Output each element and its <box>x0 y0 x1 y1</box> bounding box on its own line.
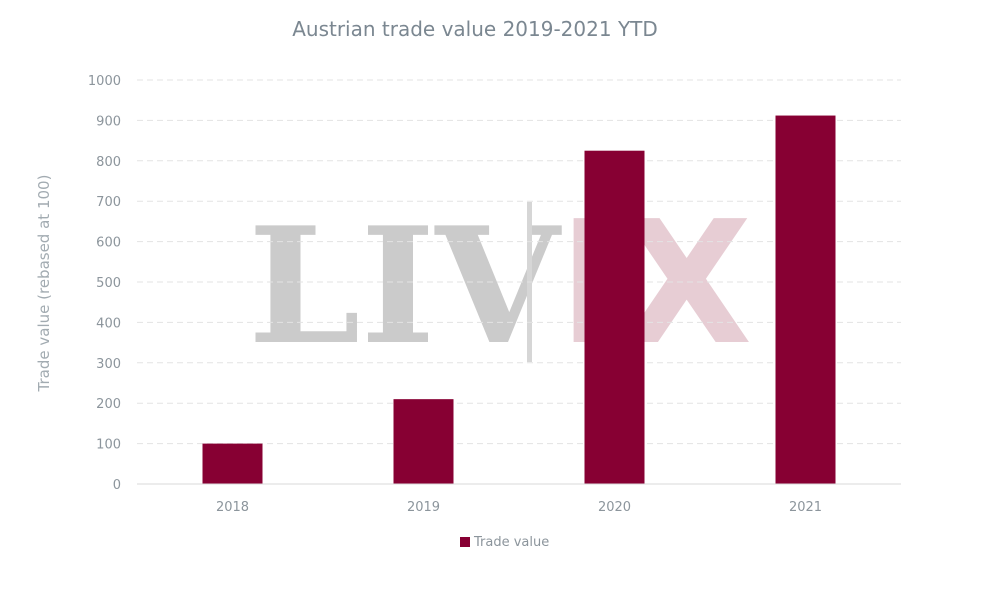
y-tick-label: 100 <box>96 438 121 453</box>
y-tick-label: 400 <box>96 316 121 331</box>
bar-2020[interactable] <box>584 150 645 484</box>
y-tick-label: 1000 <box>88 74 121 89</box>
y-axis-ticks: 0 100 200 300 400 500 600 700 800 900 1000 <box>88 74 121 493</box>
bar-2019[interactable] <box>393 399 454 484</box>
bars <box>202 115 836 484</box>
x-axis-ticks: 2018 2019 2020 2021 <box>216 500 822 515</box>
watermark-left-text: LIV <box>248 192 562 380</box>
y-tick-label: 900 <box>96 114 121 129</box>
legend[interactable]: Trade value <box>460 535 549 550</box>
y-tick-label: 800 <box>96 155 121 170</box>
y-tick-label: 200 <box>96 397 121 412</box>
x-tick-label: 2019 <box>407 500 440 515</box>
chart-title: Austrian trade value 2019-2021 YTD <box>292 17 658 41</box>
y-axis-label: Trade value (rebased at 100) <box>35 175 53 393</box>
bar-2021[interactable] <box>775 115 836 484</box>
gridlines <box>137 79 901 445</box>
y-tick-label: 500 <box>96 276 121 291</box>
y-tick-label: 700 <box>96 195 121 210</box>
y-tick-label: 600 <box>96 236 121 251</box>
x-tick-label: 2021 <box>789 500 822 515</box>
livix-watermark-logo: LIV IX <box>248 185 752 383</box>
legend-swatch <box>460 537 470 547</box>
bar-2018[interactable] <box>202 443 263 484</box>
legend-label: Trade value <box>473 535 549 550</box>
y-tick-label: 300 <box>96 357 121 372</box>
y-tick-label: 0 <box>113 478 121 493</box>
x-tick-label: 2020 <box>598 500 631 515</box>
x-tick-label: 2018 <box>216 500 249 515</box>
